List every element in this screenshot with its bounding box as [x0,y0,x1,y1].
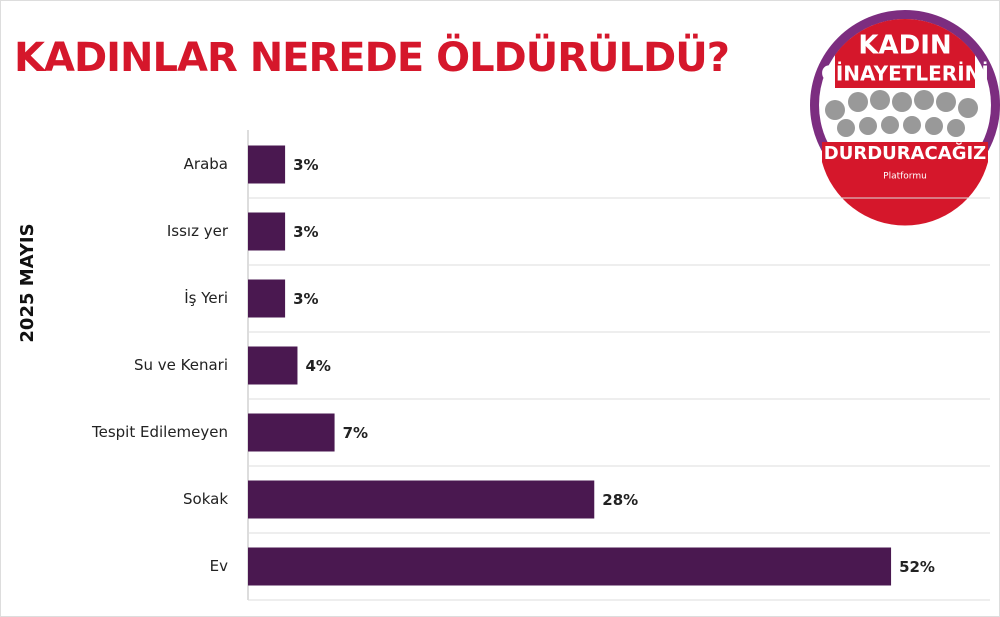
value-label: 52% [899,558,935,576]
value-label: 4% [305,357,330,375]
bar [248,480,595,519]
value-label: 7% [343,424,368,442]
chart-title: KADINLAR NEREDE ÖLDÜRÜLDÜ? [14,33,729,81]
category-label: İş Yeri [184,288,228,307]
bar [248,279,286,318]
value-label: 3% [293,223,318,241]
logo-text: KADIN [858,31,951,61]
bar [248,413,335,452]
logo-text: Platformu [883,172,927,182]
category-label: Araba [184,155,228,173]
value-label: 28% [602,491,638,509]
value-label: 3% [293,290,318,308]
bar [248,145,286,184]
y-axis-label: 2025 MAYIS [17,223,38,342]
logo-bottom-band [822,142,988,226]
bar [248,547,892,586]
logo-faces [825,90,978,137]
bar [248,346,298,385]
logo-text: DURDURACAĞIZ [824,142,986,164]
category-label: Ev [210,557,228,575]
category-label: Sokak [183,490,228,508]
category-label: Tespit Edilemeyen [91,423,228,441]
value-label: 3% [293,156,318,174]
category-label: Su ve Kenari [134,356,228,374]
logo: KADIN CİNAYETLERİNİ DURDURACAĞIZ Platfor… [810,10,1000,226]
logo-text: CİNAYETLERİNİ [821,62,989,86]
category-label: Issız yer [167,222,229,240]
bar [248,212,286,251]
logo-top-band [835,18,975,88]
